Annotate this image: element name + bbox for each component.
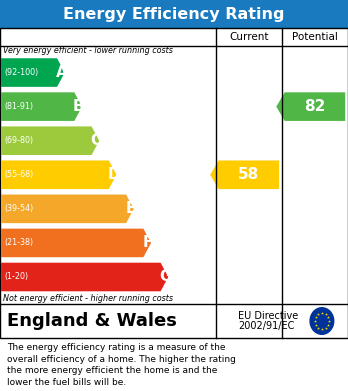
Polygon shape	[276, 92, 345, 121]
Polygon shape	[1, 229, 151, 257]
Text: E: E	[126, 201, 136, 216]
Bar	[0, 28, 348, 338]
Text: 58: 58	[238, 167, 260, 182]
Text: Very energy efficient - lower running costs: Very energy efficient - lower running co…	[3, 46, 173, 55]
Text: (21-38): (21-38)	[4, 239, 33, 248]
Text: Energy Efficiency Rating: Energy Efficiency Rating	[63, 7, 285, 22]
Circle shape	[310, 308, 334, 334]
Text: England & Wales: England & Wales	[7, 312, 177, 330]
Polygon shape	[1, 160, 117, 189]
Text: A: A	[56, 65, 68, 80]
Text: D: D	[107, 167, 120, 182]
Text: (39-54): (39-54)	[4, 204, 33, 213]
Text: Not energy efficient - higher running costs: Not energy efficient - higher running co…	[3, 294, 174, 303]
Text: 2002/91/EC: 2002/91/EC	[238, 321, 295, 331]
Text: (81-91): (81-91)	[4, 102, 33, 111]
Text: B: B	[73, 99, 85, 114]
Text: (92-100): (92-100)	[4, 68, 38, 77]
Text: the more energy efficient the home is and the: the more energy efficient the home is an…	[7, 366, 218, 375]
Text: Current: Current	[229, 32, 269, 42]
Polygon shape	[210, 160, 279, 189]
Polygon shape	[1, 195, 134, 223]
Text: 82: 82	[304, 99, 326, 114]
Text: (55-68): (55-68)	[4, 170, 33, 179]
Text: overall efficiency of a home. The higher the rating: overall efficiency of a home. The higher…	[7, 355, 236, 364]
Text: C: C	[90, 133, 102, 148]
Text: (69-80): (69-80)	[4, 136, 33, 145]
Text: lower the fuel bills will be.: lower the fuel bills will be.	[7, 378, 126, 387]
Bar	[0, 0, 348, 28]
Text: The energy efficiency rating is a measure of the: The energy efficiency rating is a measur…	[7, 343, 226, 352]
Text: F: F	[143, 235, 153, 250]
Text: G: G	[159, 269, 172, 285]
Polygon shape	[1, 126, 99, 155]
Text: Potential: Potential	[292, 32, 338, 42]
Polygon shape	[1, 92, 82, 121]
Text: EU Directive: EU Directive	[238, 311, 299, 321]
Polygon shape	[1, 58, 65, 87]
Text: (1-20): (1-20)	[4, 273, 28, 282]
Polygon shape	[1, 263, 168, 291]
